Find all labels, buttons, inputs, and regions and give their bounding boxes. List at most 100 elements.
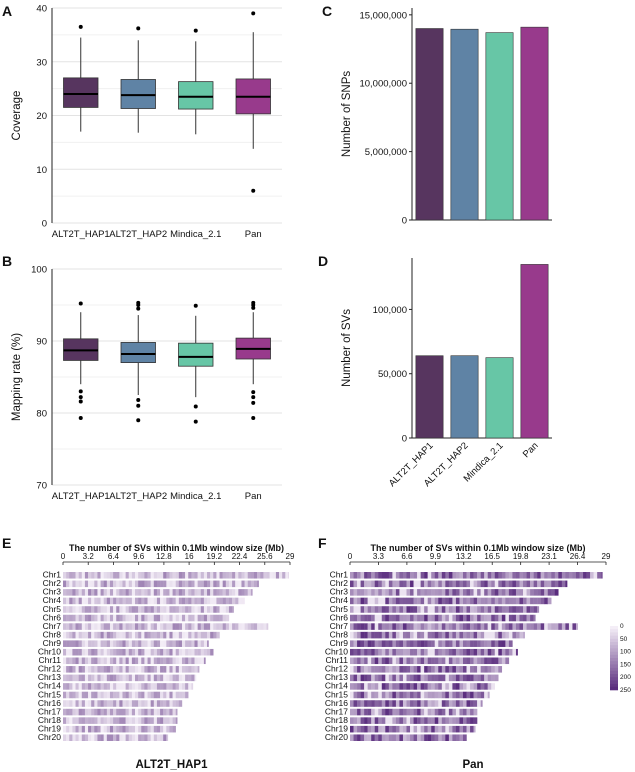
window-cell [69, 734, 73, 741]
window-cell [399, 648, 404, 656]
window-cell [78, 640, 82, 647]
window-cell [353, 725, 358, 733]
window-cell [153, 648, 158, 656]
window-cell [116, 648, 120, 656]
window-cell [97, 717, 101, 724]
window-cell [540, 589, 545, 596]
window-cell [63, 640, 67, 647]
window-cell [420, 648, 425, 656]
window-cell [413, 631, 418, 639]
window-cell [420, 657, 425, 665]
window-cell [431, 657, 435, 665]
y-tick-label: 5,000,000 [365, 147, 407, 158]
window-cell [163, 700, 167, 707]
window-cell [523, 580, 527, 588]
window-cell [378, 666, 382, 673]
window-cell [406, 700, 411, 707]
window-cell [413, 614, 418, 622]
window-cell [200, 631, 205, 639]
window-cell [160, 717, 164, 724]
window-cell [431, 725, 435, 733]
window-cell [150, 717, 154, 724]
window-cell [219, 597, 223, 605]
window-cell [116, 623, 120, 630]
window-cell [166, 580, 170, 588]
window-cell [150, 734, 154, 741]
window-cell [138, 631, 142, 639]
window-cell [466, 700, 471, 707]
window-cell [191, 640, 195, 647]
window-cell [448, 666, 453, 673]
window-cell [438, 700, 443, 707]
legend-gradient-cell [610, 626, 618, 630]
window-cell [378, 631, 382, 639]
window-cell [100, 725, 104, 733]
window-cell [135, 708, 139, 716]
window-cell [392, 717, 397, 724]
window-cell [97, 606, 101, 613]
window-cell [225, 623, 230, 630]
window-cell [501, 648, 506, 656]
window-cell [169, 725, 173, 733]
chromosome-label: Chr2 [43, 578, 62, 588]
window-cell [72, 640, 76, 647]
window-cell [420, 572, 425, 579]
window-cell [160, 708, 164, 716]
window-cell [491, 606, 495, 613]
window-cell [138, 614, 142, 622]
window-cell [417, 717, 421, 724]
window-cell [424, 589, 428, 596]
window-cell [395, 648, 400, 656]
window-cell [360, 708, 365, 716]
window-cell [498, 572, 503, 579]
window-cell [413, 623, 418, 630]
window-cell [175, 708, 178, 716]
window-cell [69, 700, 73, 707]
window-cell [410, 572, 414, 579]
window-cell [371, 691, 375, 699]
window-cell [200, 614, 205, 622]
window-cell [75, 683, 79, 690]
window-cell [508, 648, 513, 656]
window-cell [88, 648, 92, 656]
chromosome-label: Chr3 [330, 587, 349, 597]
window-cell [441, 631, 446, 639]
window-cell [565, 623, 570, 630]
window-cell [470, 691, 474, 699]
window-cell [272, 572, 277, 579]
window-cell [72, 691, 76, 699]
window-cell [75, 657, 79, 665]
window-cell [181, 674, 186, 682]
window-cell [438, 640, 443, 647]
window-cell [406, 708, 411, 716]
window-cell [141, 657, 145, 665]
window-cell [470, 606, 474, 613]
window-cell [160, 674, 164, 682]
window-cell [81, 683, 86, 690]
window-cell [78, 657, 82, 665]
x-tick-label: 3.2 [83, 552, 95, 561]
window-cell [69, 606, 73, 613]
window-cell [109, 589, 114, 596]
window-cell [512, 597, 517, 605]
window-cell [106, 734, 111, 741]
window-cell [498, 580, 503, 588]
window-cell [367, 614, 372, 622]
window-cell [75, 648, 79, 656]
window-cell [72, 734, 76, 741]
window-cell [395, 580, 400, 588]
window-cell [160, 614, 164, 622]
window-cell [466, 640, 471, 647]
window-cell [200, 623, 205, 630]
window-cell [94, 708, 98, 716]
window-cell [388, 708, 393, 716]
window-cell [350, 572, 354, 579]
window-cell [544, 572, 548, 579]
window-cell [279, 572, 283, 579]
window-cell [109, 631, 114, 639]
box-mindica-2-1 [178, 81, 214, 110]
window-cell [470, 631, 474, 639]
chromosome-label: Chr9 [43, 638, 62, 648]
window-cell [406, 648, 411, 656]
window-cell [350, 666, 354, 673]
